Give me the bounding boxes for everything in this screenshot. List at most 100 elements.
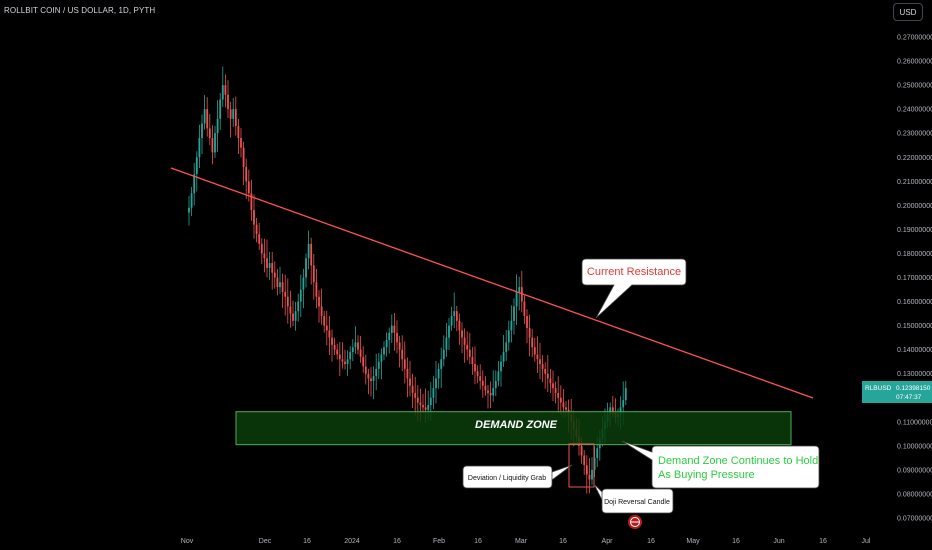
candle-body: [494, 380, 497, 389]
candle-body: [403, 359, 406, 369]
doji-callout: [593, 483, 674, 514]
candle-body: [260, 243, 263, 254]
deviation-highlight-box: [568, 443, 595, 488]
candle-body: [286, 296, 289, 307]
candle-body: [518, 287, 521, 292]
candle-body: [318, 296, 320, 307]
candle-body: [357, 342, 359, 350]
candle-body: [448, 325, 450, 338]
economic-event-icon[interactable]: [628, 515, 642, 529]
candle-body: [341, 359, 344, 362]
candle-body: [354, 342, 357, 348]
candle-body: [437, 368, 440, 379]
candle-body: [255, 224, 258, 235]
candle-body: [292, 313, 294, 321]
candle-body: [211, 138, 214, 153]
candle-body: [489, 392, 492, 396]
candle-body: [320, 306, 323, 316]
last-price-badge: RLBUSD 0.12398150 07:47:37: [862, 381, 932, 403]
candle-body: [380, 354, 383, 362]
candle-body: [453, 311, 456, 316]
price-badge-symbol: RLBUSD: [865, 385, 892, 392]
candle-body: [474, 364, 476, 372]
y-axis: 0.27000000 0.26000000 0.25000000 0.24000000…: [897, 35, 932, 523]
candle-body: [455, 311, 458, 321]
currency-button[interactable]: USD: [893, 3, 923, 21]
candlestick-series: [188, 66, 627, 494]
y-tick-label: 0.08000000: [897, 491, 932, 498]
resistance-line: [170, 167, 814, 399]
candle-body: [476, 371, 479, 377]
candle-body: [201, 123, 203, 139]
demand-hold-callout: [621, 440, 820, 489]
candle-body: [297, 301, 300, 312]
price-badge-countdown: 07:47:37: [896, 394, 922, 401]
candle-body: [351, 347, 354, 353]
y-tick-label: 0.21000000: [897, 179, 932, 186]
candle-body: [432, 388, 435, 398]
candle-body: [419, 402, 422, 405]
candle-body: [450, 315, 453, 326]
candle-body: [234, 109, 237, 126]
y-tick-label: 0.14000000: [897, 347, 932, 354]
y-tick-label: 0.26000000: [897, 59, 932, 66]
candle-body: [388, 332, 391, 341]
candle-body: [528, 328, 531, 338]
x-tick-label: Dec: [259, 538, 272, 545]
y-tick-label: 0.20000000: [897, 203, 932, 210]
candle-body: [359, 349, 362, 357]
candle-body: [593, 457, 596, 470]
candle-body: [237, 125, 240, 139]
candle-body: [258, 234, 261, 244]
candle-body: [203, 109, 206, 124]
candle-body: [281, 282, 284, 292]
candle-body: [580, 445, 583, 456]
candle-body: [411, 385, 414, 393]
candle-body: [214, 133, 216, 153]
candle-body: [619, 407, 622, 415]
candle-body: [349, 352, 352, 360]
candle-body: [624, 388, 627, 401]
candle-body: [523, 301, 526, 316]
candle-body: [497, 371, 500, 381]
candle-body: [596, 448, 599, 458]
candle-body: [396, 332, 398, 343]
candle-body: [559, 397, 562, 403]
candle-body: [336, 349, 339, 355]
candle-body: [346, 359, 349, 365]
candle-body: [377, 361, 380, 369]
candle-body: [611, 407, 614, 413]
candle-body: [544, 368, 547, 374]
candle-body: [401, 349, 404, 360]
candle-body: [424, 407, 427, 410]
candle-body: [198, 138, 201, 158]
y-tick-label: 0.19000000: [897, 227, 932, 234]
candle-body: [390, 325, 393, 333]
candle-body: [232, 109, 235, 119]
candle-body: [307, 243, 310, 259]
x-tick-label: May: [686, 538, 700, 545]
price-badge-price: 0.12398150: [896, 385, 931, 392]
candle-body: [539, 359, 541, 365]
candle-body: [362, 356, 365, 367]
candle-body: [294, 311, 297, 321]
candle-body: [552, 383, 554, 389]
candle-body: [500, 361, 502, 372]
candle-body: [591, 469, 593, 480]
candle-body: [427, 404, 430, 410]
candle-body: [468, 349, 471, 357]
candle-body: [492, 388, 495, 396]
candle-body: [442, 349, 445, 360]
candle-body: [554, 388, 557, 393]
candle-body: [398, 342, 401, 350]
candle-body: [250, 193, 253, 211]
y-tick-label: 0.11000000: [897, 419, 932, 426]
candle-body: [219, 99, 222, 119]
y-tick-label: 0.13000000: [897, 371, 932, 378]
candle-body: [531, 337, 534, 348]
candle-body: [188, 207, 190, 213]
candle-body: [372, 376, 375, 381]
candle-body: [331, 337, 333, 345]
candle-body: [276, 277, 279, 288]
